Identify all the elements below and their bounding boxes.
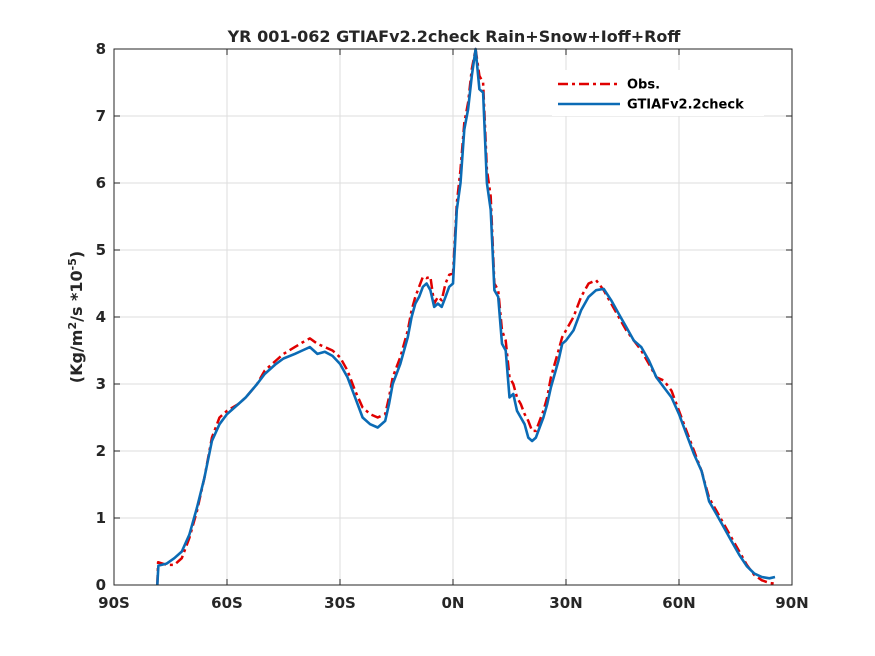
x-tick-label: 30S: [324, 594, 356, 612]
y-tick-label: 3: [96, 375, 106, 393]
y-tick-label: 5: [96, 241, 106, 259]
y-tick-label: 1: [96, 509, 106, 527]
x-tick-label: 90S: [98, 594, 130, 612]
y-tick-label: 2: [96, 442, 106, 460]
legend-box: [552, 70, 764, 116]
series-lines: [156, 47, 776, 586]
y-tick-label: 4: [96, 308, 106, 326]
series-line-obs: [156, 47, 776, 586]
series-line-model: [156, 47, 776, 586]
y-axis-label: (Kg/m2/s *10-5): [66, 251, 86, 383]
chart-title: YR 001-062 GTIAFv2.2check Rain+Snow+Ioff…: [227, 27, 682, 46]
legend-label-obs: Obs.: [627, 78, 660, 93]
y-tick-label: 8: [96, 40, 106, 58]
x-tick-label: 60N: [662, 594, 695, 612]
legend-label-model: GTIAFv2.2check: [627, 98, 744, 113]
legend: Obs. GTIAFv2.2check: [552, 70, 764, 116]
axis-ticks: 90S 60S 30S 0N 30N 60N 90N 0 1 2 3 4 5 6 7 8: [96, 40, 809, 612]
y-tick-label: 7: [96, 107, 106, 125]
x-tick-label: 0N: [442, 594, 465, 612]
x-tick-label: 90N: [775, 594, 808, 612]
x-tick-label: 60S: [211, 594, 243, 612]
y-tick-label: 6: [96, 174, 106, 192]
x-tick-label: 30N: [549, 594, 582, 612]
y-tick-label: 0: [96, 576, 106, 594]
